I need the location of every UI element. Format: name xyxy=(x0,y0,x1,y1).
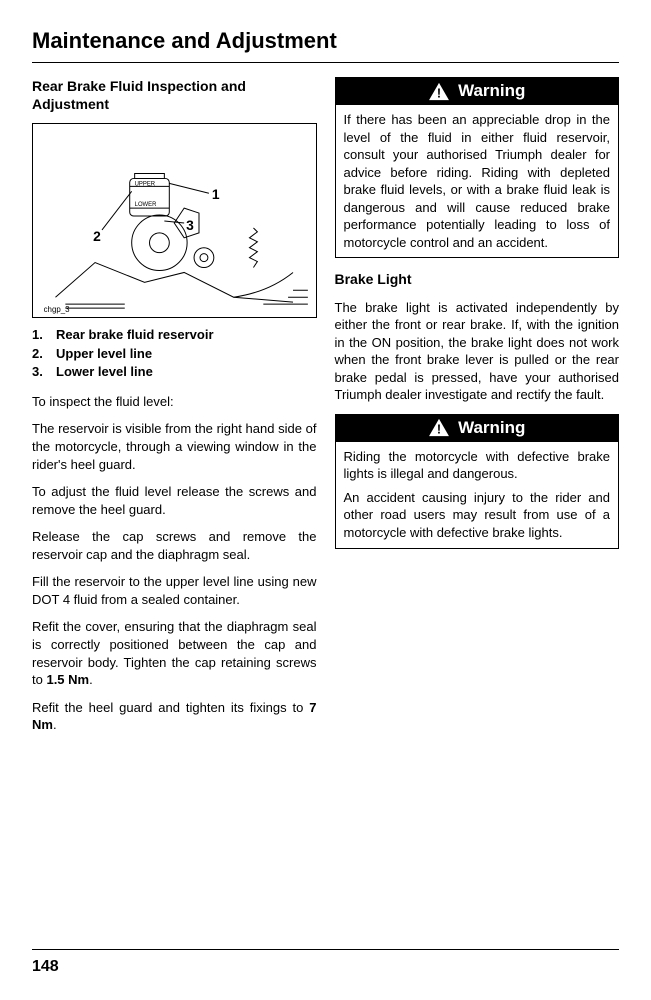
instruction-text: Refit the cover, ensuring that the diaph… xyxy=(32,618,317,688)
warning-label: Warning xyxy=(458,81,525,101)
legend-item: 3. Lower level line xyxy=(32,363,317,381)
instruction-text: Fill the reservoir to the upper level li… xyxy=(32,573,317,608)
instruction-text: Refit the heel guard and tighten its fix… xyxy=(32,699,317,734)
left-column: Rear Brake Fluid Inspection and Adjustme… xyxy=(32,77,317,744)
footer-rule xyxy=(32,949,619,950)
callout-1: 1 xyxy=(212,187,220,203)
diagram-legend: 1. Rear brake fluid reservoir 2. Upper l… xyxy=(32,326,317,381)
torque-value: 1.5 Nm xyxy=(46,672,89,687)
warning-text: If there has been an appreciable drop in… xyxy=(344,111,611,251)
rear-brake-diagram: 1 2 3 UPPER LOWER chgp_3 xyxy=(32,123,317,318)
page-title: Maintenance and Adjustment xyxy=(32,28,619,54)
warning-label: Warning xyxy=(458,418,525,438)
legend-item: 1. Rear brake fluid reservoir xyxy=(32,326,317,344)
legend-text: Lower level line xyxy=(56,363,153,381)
svg-text:!: ! xyxy=(437,423,441,437)
diagram-ref: chgp_3 xyxy=(44,305,71,314)
instruction-text: To adjust the fluid level release the sc… xyxy=(32,483,317,518)
section-heading-brake-light: Brake Light xyxy=(335,270,620,288)
text-span: Refit the heel guard and tighten its fix… xyxy=(32,700,309,715)
brake-light-text: The brake light is activated independent… xyxy=(335,299,620,404)
warning-text: An accident causing injury to the rider … xyxy=(344,489,611,542)
legend-num: 1. xyxy=(32,326,46,344)
callout-3: 3 xyxy=(186,217,194,233)
warning-text: Riding the motorcycle with defective bra… xyxy=(344,448,611,483)
instruction-text: The reservoir is visible from the right … xyxy=(32,420,317,473)
text-span: . xyxy=(53,717,57,732)
svg-text:!: ! xyxy=(437,86,441,100)
legend-text: Rear brake fluid reservoir xyxy=(56,326,214,344)
section-heading-rear-brake: Rear Brake Fluid Inspection and Adjustme… xyxy=(32,77,317,113)
right-column: ! Warning If there has been an appreciab… xyxy=(335,77,620,744)
warning-header: ! Warning xyxy=(335,77,620,105)
warning-triangle-icon: ! xyxy=(428,82,450,101)
lower-label: LOWER xyxy=(135,203,157,209)
instruction-text: To inspect the fluid level: xyxy=(32,393,317,411)
legend-num: 2. xyxy=(32,345,46,363)
legend-item: 2. Upper level line xyxy=(32,345,317,363)
warning-body: Riding the motorcycle with defective bra… xyxy=(335,442,620,549)
text-span: . xyxy=(89,672,93,687)
legend-text: Upper level line xyxy=(56,345,152,363)
warning-header: ! Warning xyxy=(335,414,620,442)
instruction-text: Release the cap screws and remove the re… xyxy=(32,528,317,563)
warning-body: If there has been an appreciable drop in… xyxy=(335,105,620,258)
title-rule xyxy=(32,62,619,63)
callout-2: 2 xyxy=(93,228,101,244)
diagram-svg: 1 2 3 UPPER LOWER chgp_3 xyxy=(33,124,316,317)
legend-num: 3. xyxy=(32,363,46,381)
warning-triangle-icon: ! xyxy=(428,418,450,437)
page-number: 148 xyxy=(32,958,59,976)
upper-label: UPPER xyxy=(135,182,155,188)
content-columns: Rear Brake Fluid Inspection and Adjustme… xyxy=(32,77,619,744)
